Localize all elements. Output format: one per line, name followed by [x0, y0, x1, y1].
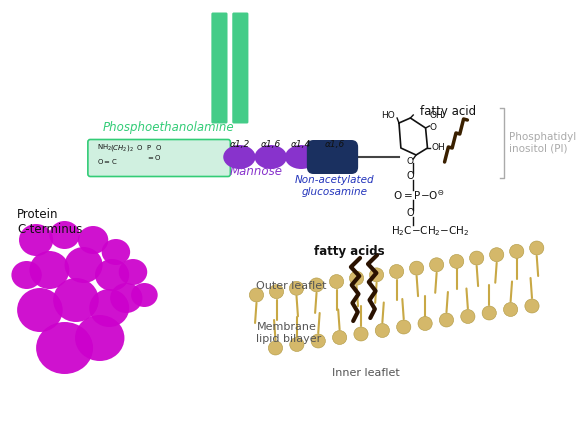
Ellipse shape [510, 245, 524, 258]
Ellipse shape [11, 261, 42, 289]
Text: fatty acids: fatty acids [314, 245, 385, 258]
Text: Phosphoethanolamine: Phosphoethanolamine [102, 121, 234, 134]
Ellipse shape [49, 221, 80, 249]
Ellipse shape [110, 283, 143, 313]
Ellipse shape [75, 315, 125, 361]
Text: $\rm{O}$: $\rm{O}$ [136, 143, 143, 152]
Ellipse shape [131, 283, 158, 307]
Ellipse shape [439, 313, 453, 327]
Ellipse shape [482, 306, 496, 320]
Ellipse shape [285, 145, 317, 169]
Text: OH: OH [431, 143, 445, 152]
Ellipse shape [309, 278, 324, 292]
Text: $\rm{O}$: $\rm{O}$ [155, 143, 162, 152]
Ellipse shape [119, 259, 147, 285]
Ellipse shape [29, 251, 70, 289]
Text: α1,4: α1,4 [291, 140, 311, 149]
Ellipse shape [470, 251, 484, 265]
Text: Mannose: Mannose [230, 165, 283, 178]
Text: OH: OH [429, 111, 443, 120]
Ellipse shape [390, 264, 404, 279]
Ellipse shape [95, 259, 129, 291]
Ellipse shape [490, 248, 504, 262]
Text: O: O [407, 156, 414, 165]
Ellipse shape [461, 309, 475, 324]
Ellipse shape [418, 317, 432, 330]
Ellipse shape [329, 275, 343, 289]
Ellipse shape [354, 327, 368, 341]
FancyBboxPatch shape [307, 140, 358, 174]
Text: HO: HO [381, 111, 395, 120]
Ellipse shape [529, 241, 544, 255]
Text: $(CH_2)_2$: $(CH_2)_2$ [110, 143, 134, 153]
Text: α1,6: α1,6 [324, 140, 345, 149]
Ellipse shape [78, 226, 108, 254]
Ellipse shape [249, 288, 264, 302]
Ellipse shape [269, 285, 284, 299]
Ellipse shape [19, 224, 53, 256]
Ellipse shape [290, 281, 304, 295]
Text: $\rm{O=C}$: $\rm{O=C}$ [97, 158, 118, 166]
Ellipse shape [370, 268, 384, 282]
Text: O: O [407, 208, 414, 218]
Ellipse shape [17, 288, 63, 332]
Ellipse shape [504, 302, 518, 317]
Ellipse shape [332, 330, 347, 344]
Ellipse shape [36, 322, 93, 374]
Text: Inner leaflet: Inner leaflet [332, 368, 400, 378]
Ellipse shape [311, 334, 325, 348]
Ellipse shape [410, 261, 424, 275]
Text: Non-acetylated
glucosamine: Non-acetylated glucosamine [295, 175, 374, 197]
FancyBboxPatch shape [211, 13, 228, 124]
Ellipse shape [102, 239, 130, 265]
Ellipse shape [525, 299, 539, 313]
Text: $\rm{O{=}P{-}O^{\Theta}}$: $\rm{O{=}P{-}O^{\Theta}}$ [393, 188, 445, 202]
Ellipse shape [449, 254, 464, 268]
FancyBboxPatch shape [232, 13, 249, 124]
Ellipse shape [429, 258, 444, 272]
Ellipse shape [90, 289, 129, 327]
Ellipse shape [349, 271, 364, 285]
Text: Protein
C-terminus: Protein C-terminus [17, 208, 82, 236]
Text: O: O [429, 123, 436, 131]
Ellipse shape [397, 320, 411, 334]
Text: $\rm{P}$: $\rm{P}$ [146, 143, 152, 152]
Text: Membrane
lipid bilayer: Membrane lipid bilayer [256, 322, 322, 343]
Text: Outer leaflet: Outer leaflet [256, 281, 327, 291]
Text: Phosphatidyl
inositol (PI): Phosphatidyl inositol (PI) [509, 132, 576, 154]
Text: O: O [407, 171, 414, 181]
Ellipse shape [290, 337, 304, 352]
Ellipse shape [64, 247, 102, 283]
Ellipse shape [375, 324, 390, 337]
Text: α1,2: α1,2 [229, 140, 250, 149]
Text: $\rm{NH_2}$: $\rm{NH_2}$ [97, 143, 112, 153]
Text: fatty acid: fatty acid [420, 105, 476, 118]
Text: α1,6: α1,6 [260, 140, 281, 149]
Ellipse shape [269, 341, 283, 355]
FancyBboxPatch shape [88, 140, 230, 177]
Ellipse shape [223, 145, 256, 169]
Text: $\rm{H_2C{-}CH_2{-}CH_2}$: $\rm{H_2C{-}CH_2{-}CH_2}$ [391, 224, 470, 238]
Ellipse shape [53, 278, 99, 322]
Ellipse shape [254, 145, 287, 169]
Text: $\rm{=O}$: $\rm{=O}$ [146, 153, 162, 162]
